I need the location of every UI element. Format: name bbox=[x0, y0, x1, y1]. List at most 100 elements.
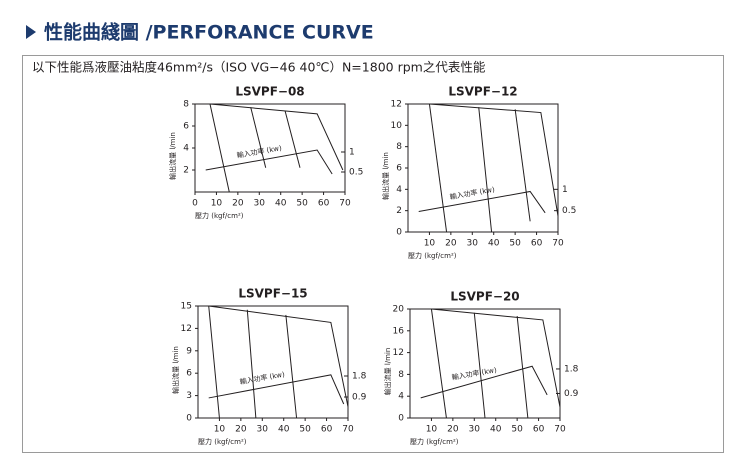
power-annotation: 輸入功率 (kw) bbox=[451, 365, 498, 382]
flow-line bbox=[428, 103, 448, 233]
x-tick-label: 20 bbox=[232, 199, 244, 209]
flow-line bbox=[430, 308, 447, 419]
y2-tick-label: 1.8 bbox=[352, 372, 367, 382]
y-tick-label: 8 bbox=[396, 142, 402, 152]
plot-frame bbox=[197, 305, 349, 419]
x-tick-label: 10 bbox=[211, 199, 223, 209]
power-line bbox=[420, 365, 548, 399]
y-axis-label: 輸出流量 l/min bbox=[171, 346, 180, 394]
x-tick-label: 30 bbox=[469, 425, 481, 435]
flow-line bbox=[209, 103, 344, 171]
y2-tick-label: 0.5 bbox=[562, 206, 576, 216]
content-frame bbox=[22, 55, 724, 453]
page-title: 性能曲綫圖 /PERFORANCE CURVE bbox=[44, 21, 374, 44]
y-axis-label: 輸出流量 l/min bbox=[383, 348, 392, 396]
x-tick-label: 10 bbox=[426, 425, 438, 435]
x-tick-label: 50 bbox=[511, 425, 523, 435]
x-axis-label: 壓力 (kgf/cm²) bbox=[195, 211, 244, 220]
x-tick-label: 50 bbox=[299, 425, 311, 435]
y2-tick-label: 1.8 bbox=[564, 364, 579, 374]
y2-tick-label: 0.9 bbox=[564, 389, 579, 399]
x-tick-label: 60 bbox=[318, 199, 330, 209]
y-tick-label: 16 bbox=[393, 326, 405, 336]
power-line bbox=[205, 149, 333, 175]
x-tick-label: 70 bbox=[339, 199, 351, 209]
y-tick-label: 9 bbox=[186, 346, 192, 356]
y2-tick-label: 0.9 bbox=[352, 393, 367, 403]
y-tick-label: 6 bbox=[186, 369, 192, 379]
title-marker bbox=[26, 25, 36, 39]
y-tick-label: 8 bbox=[183, 100, 189, 110]
y-tick-label: 8 bbox=[398, 370, 404, 380]
flow-line bbox=[478, 107, 493, 233]
power-line bbox=[418, 190, 546, 214]
y-tick-label: 4 bbox=[396, 185, 402, 195]
y-tick-label: 15 bbox=[181, 302, 192, 312]
x-tick-label: 20 bbox=[445, 239, 457, 249]
note: 以下性能爲液壓油粘度46mm²/s（ISO VG−46 40℃）N=1800 r… bbox=[32, 60, 486, 75]
x-tick-label: 30 bbox=[257, 425, 269, 435]
plot-frame bbox=[407, 103, 559, 233]
y-tick-label: 6 bbox=[183, 122, 189, 132]
flow-line bbox=[208, 305, 349, 407]
y-tick-label: 20 bbox=[393, 305, 405, 315]
flow-line bbox=[514, 109, 531, 222]
x-tick-label: 50 bbox=[509, 239, 521, 249]
flow-line bbox=[284, 110, 301, 168]
x-axis-label: 壓力 (kgf/cm²) bbox=[198, 437, 247, 446]
y-axis-label: 輸出流量 l/min bbox=[381, 152, 390, 200]
x-tick-label: 40 bbox=[488, 239, 500, 249]
flow-line bbox=[246, 309, 257, 419]
y-tick-label: 4 bbox=[398, 392, 404, 402]
x-tick-label: 60 bbox=[531, 239, 543, 249]
x-tick-label: 50 bbox=[296, 199, 308, 209]
y-axis-label: 輸出流量 l/min bbox=[168, 132, 177, 180]
flow-line bbox=[209, 103, 230, 193]
chart-title: LSVPF−08 bbox=[235, 85, 304, 99]
y-tick-label: 12 bbox=[391, 100, 402, 110]
flow-line bbox=[208, 305, 220, 419]
x-tick-label: 20 bbox=[447, 425, 459, 435]
y-tick-label: 4 bbox=[183, 144, 189, 154]
x-tick-label: 30 bbox=[254, 199, 266, 209]
y-tick-label: 6 bbox=[396, 164, 402, 174]
x-tick-label: 10 bbox=[424, 239, 436, 249]
x-axis-label: 壓力 (kgf/cm²) bbox=[410, 437, 459, 446]
y-tick-label: 2 bbox=[183, 166, 189, 176]
x-tick-label: 0 bbox=[192, 199, 198, 209]
chart-title: LSVPF−20 bbox=[450, 290, 519, 304]
y2-tick-label: 0.5 bbox=[349, 168, 363, 178]
y-tick-label: 12 bbox=[393, 348, 404, 358]
flow-line bbox=[285, 314, 298, 419]
y-tick-label: 10 bbox=[391, 121, 403, 131]
chart-title: LSVPF−12 bbox=[448, 85, 517, 99]
x-tick-label: 60 bbox=[321, 425, 333, 435]
flow-line bbox=[516, 316, 529, 419]
y-tick-label: 0 bbox=[186, 414, 192, 424]
y-tick-label: 12 bbox=[181, 324, 192, 334]
y2-tick-label: 1 bbox=[349, 148, 355, 158]
x-tick-label: 30 bbox=[467, 239, 479, 249]
x-axis-label: 壓力 (kgf/cm²) bbox=[408, 251, 457, 260]
y-tick-label: 0 bbox=[396, 228, 402, 238]
x-tick-label: 70 bbox=[342, 425, 354, 435]
x-tick-label: 20 bbox=[235, 425, 247, 435]
y-tick-label: 2 bbox=[396, 206, 402, 216]
chart-title: LSVPF−15 bbox=[238, 287, 307, 301]
x-tick-label: 60 bbox=[533, 425, 545, 435]
y-tick-label: 3 bbox=[186, 391, 192, 401]
flow-line bbox=[429, 103, 559, 217]
x-tick-label: 40 bbox=[278, 425, 290, 435]
x-tick-label: 10 bbox=[214, 425, 226, 435]
x-tick-label: 70 bbox=[554, 425, 566, 435]
flow-line bbox=[431, 308, 561, 408]
power-line bbox=[208, 374, 345, 405]
x-tick-label: 40 bbox=[490, 425, 502, 435]
flow-line bbox=[250, 107, 267, 168]
flow-line bbox=[473, 312, 486, 419]
y2-tick-label: 1 bbox=[562, 185, 568, 195]
power-annotation: 輸入功率 (kw) bbox=[239, 369, 286, 386]
y-tick-label: 0 bbox=[398, 414, 404, 424]
